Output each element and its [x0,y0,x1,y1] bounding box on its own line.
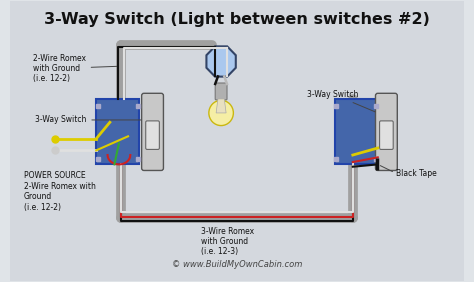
Polygon shape [206,46,236,77]
FancyBboxPatch shape [6,0,468,282]
FancyBboxPatch shape [146,121,159,149]
FancyBboxPatch shape [142,93,164,170]
Text: POWER SOURCE
2-Wire Romex with
Ground
(i.e. 12-2): POWER SOURCE 2-Wire Romex with Ground (i… [24,171,95,212]
FancyBboxPatch shape [375,93,397,170]
FancyBboxPatch shape [96,99,139,164]
Text: Black Tape: Black Tape [396,169,437,178]
FancyBboxPatch shape [380,121,393,149]
Polygon shape [216,99,226,113]
Text: 2-Wire Romex
with Ground
(i.e. 12-2): 2-Wire Romex with Ground (i.e. 12-2) [33,54,118,83]
FancyBboxPatch shape [215,83,227,100]
Text: 3-Wire Romex
with Ground
(i.e. 12-3): 3-Wire Romex with Ground (i.e. 12-3) [201,221,254,256]
Text: 3-Way Switch (Light between switches #2): 3-Way Switch (Light between switches #2) [44,12,430,27]
Text: © www.BuildMyOwnCabin.com: © www.BuildMyOwnCabin.com [172,261,302,269]
FancyBboxPatch shape [335,99,378,164]
Text: 3-Way Switch: 3-Way Switch [307,90,375,112]
Text: 3-Way Switch: 3-Way Switch [35,115,141,124]
Circle shape [209,100,233,125]
